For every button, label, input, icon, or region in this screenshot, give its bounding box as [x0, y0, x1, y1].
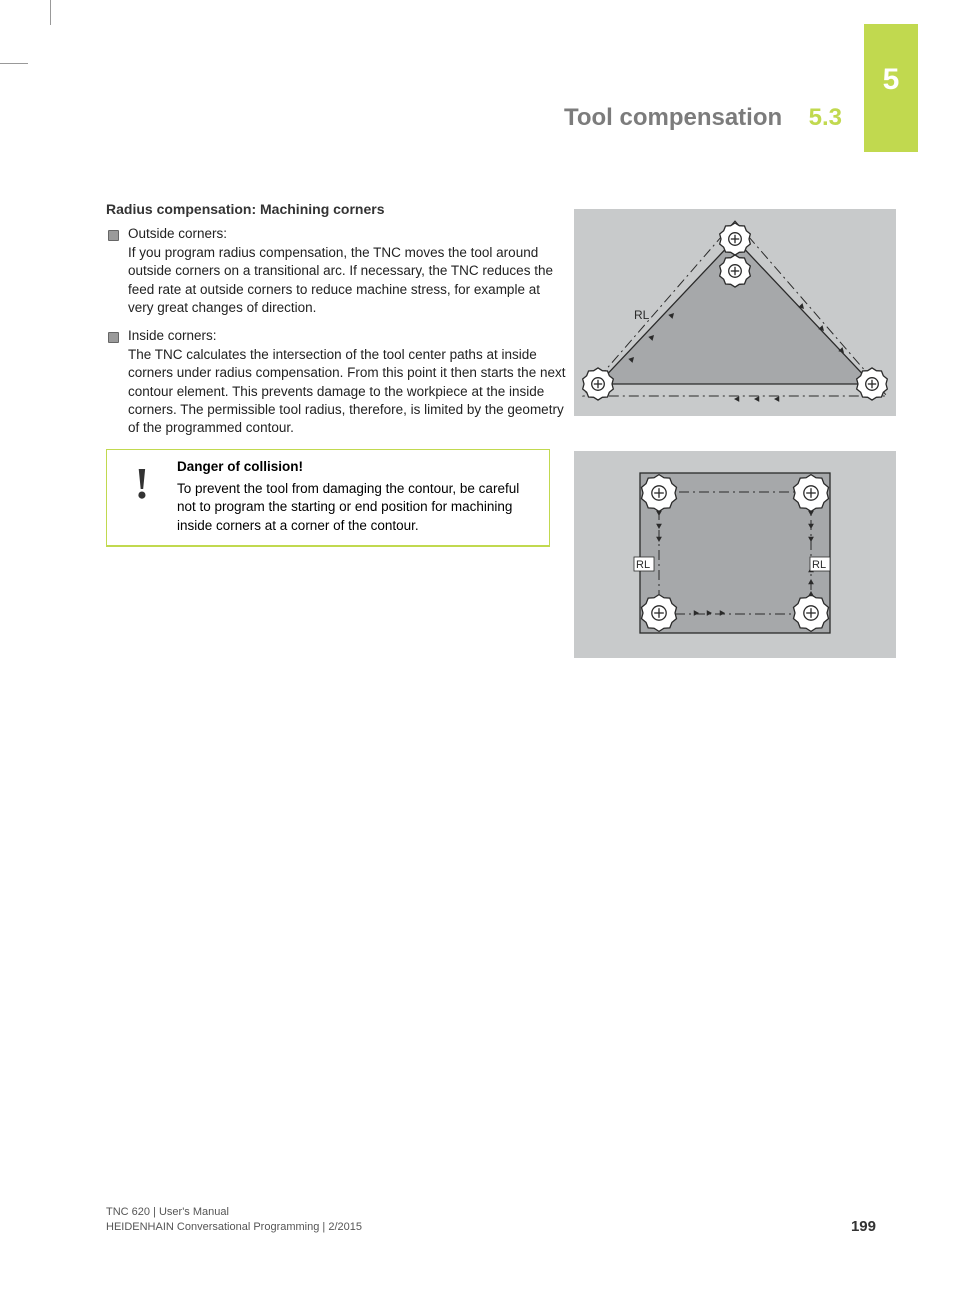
list-item-title: Inside corners:: [128, 327, 566, 345]
page-header: Tool compensation 5.3: [564, 104, 842, 132]
list-item: Outside corners: If you program radius c…: [106, 225, 566, 317]
section-heading: Radius compensation: Machining corners: [106, 200, 566, 219]
note-text: Danger of collision! To prevent the tool…: [177, 450, 549, 545]
svg-text:RL: RL: [634, 308, 650, 322]
content-column: Radius compensation: Machining corners O…: [106, 200, 566, 447]
list-item: Inside corners: The TNC calculates the i…: [106, 327, 566, 437]
crop-mark: [50, 0, 51, 25]
footer-line1: TNC 620 | User's Manual: [106, 1205, 362, 1220]
diagram-svg: RL RL: [574, 451, 896, 658]
page-number: 199: [851, 1218, 876, 1235]
header-section-number: 5.3: [809, 104, 842, 132]
note-body: To prevent the tool from damaging the co…: [177, 480, 539, 535]
warning-note: ! Danger of collision! To prevent the to…: [106, 449, 550, 547]
footer-text: TNC 620 | User's Manual HEIDENHAIN Conve…: [106, 1205, 362, 1235]
bullet-list: Outside corners: If you program radius c…: [106, 225, 566, 437]
list-item-title: Outside corners:: [128, 225, 566, 243]
header-title: Tool compensation: [564, 104, 782, 132]
exclamation-icon: !: [107, 450, 177, 545]
figure-outside-corners: RL: [574, 209, 896, 416]
figure-inside-corners: RL RL: [574, 451, 896, 658]
svg-text:RL: RL: [636, 559, 650, 571]
chapter-tab: 5: [864, 24, 918, 152]
list-item-body: If you program radius compensation, the …: [128, 244, 566, 317]
crop-mark: [0, 63, 28, 64]
footer-line2: HEIDENHAIN Conversational Programming | …: [106, 1220, 362, 1235]
page-footer: TNC 620 | User's Manual HEIDENHAIN Conve…: [106, 1205, 876, 1235]
note-title: Danger of collision!: [177, 458, 539, 476]
diagram-svg: RL: [574, 209, 896, 416]
list-item-body: The TNC calculates the intersection of t…: [128, 346, 566, 437]
svg-text:RL: RL: [812, 559, 826, 571]
